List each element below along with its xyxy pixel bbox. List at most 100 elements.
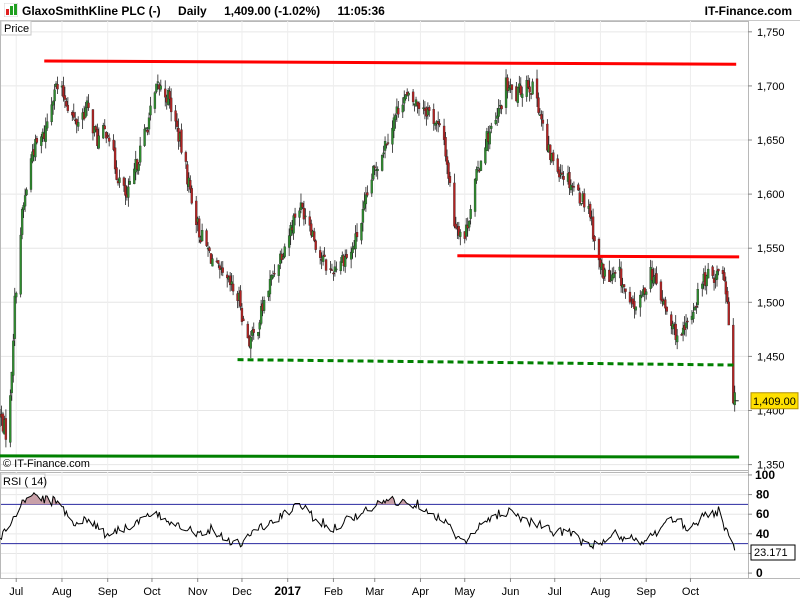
candle-body xyxy=(118,177,121,183)
candle-body xyxy=(84,107,87,118)
candle-body xyxy=(558,169,561,178)
candle-body xyxy=(674,323,677,340)
candle-body xyxy=(310,223,313,236)
candle-body xyxy=(696,289,699,305)
last-rsi-tag xyxy=(750,544,796,561)
candle-body xyxy=(494,120,497,124)
gridlines xyxy=(1,21,748,578)
quote-time: 11:05:36 xyxy=(337,4,385,18)
candle-body xyxy=(484,147,487,164)
candle-body xyxy=(108,137,111,142)
candle-body xyxy=(351,248,354,254)
candle-body xyxy=(693,307,697,311)
candle-body xyxy=(186,164,189,185)
candle-body xyxy=(231,283,235,292)
candle-body xyxy=(664,299,667,309)
candle-body xyxy=(321,255,325,262)
candle-body xyxy=(273,273,276,275)
candle-body xyxy=(56,84,59,90)
candle-body xyxy=(372,166,375,180)
candle-body xyxy=(645,291,648,295)
candle-body xyxy=(324,259,328,271)
candle-body xyxy=(345,254,348,258)
candle-body xyxy=(329,268,332,270)
candle-body xyxy=(468,220,471,228)
candle-body xyxy=(268,279,272,295)
candle-body xyxy=(593,236,596,242)
candle-body xyxy=(4,418,8,440)
candle-body xyxy=(282,256,285,259)
candle-body xyxy=(588,203,592,218)
candle-body xyxy=(504,77,508,108)
candle-body xyxy=(115,167,118,180)
candle-body xyxy=(380,154,384,171)
x-tick-label: Aug xyxy=(52,586,72,598)
candle-body xyxy=(723,272,726,281)
candle-body xyxy=(577,184,580,191)
candle-body xyxy=(469,209,472,219)
candle-body xyxy=(580,203,583,205)
candle-body xyxy=(519,85,522,95)
candle-body xyxy=(155,83,158,92)
candle-body xyxy=(137,163,140,171)
candle-body xyxy=(301,202,304,208)
candle-body xyxy=(66,104,70,111)
candle-body xyxy=(476,167,480,169)
last-rsi-tag-label: 23.171 xyxy=(754,547,788,559)
candle-body xyxy=(432,109,435,124)
candle-body xyxy=(628,291,632,303)
candle-body xyxy=(29,158,33,190)
candle-body xyxy=(383,141,387,151)
candle-body xyxy=(127,186,130,198)
candle-body xyxy=(63,95,67,100)
candle-body xyxy=(597,239,601,261)
candle-body xyxy=(397,108,400,115)
candle-body xyxy=(46,121,49,129)
candle-body xyxy=(164,88,167,98)
candle-body xyxy=(473,179,477,212)
candle-body xyxy=(159,85,162,90)
candle-body xyxy=(510,84,514,90)
candle-body xyxy=(330,269,334,271)
candle-body xyxy=(252,329,255,333)
candle-body xyxy=(25,189,28,196)
candle-body xyxy=(262,300,266,311)
candle-body xyxy=(652,276,655,284)
price-panel-label-box xyxy=(0,20,32,36)
candle-body xyxy=(733,392,736,406)
candle-body xyxy=(302,207,306,220)
candle-body xyxy=(394,115,397,120)
candle-body xyxy=(496,115,499,119)
candle-body xyxy=(156,81,160,83)
candle-body xyxy=(124,185,127,196)
candle-body xyxy=(313,231,316,241)
candle-body xyxy=(707,268,710,279)
candle-body xyxy=(361,208,365,223)
x-tick-label: Apr xyxy=(412,586,429,598)
candle-body xyxy=(633,300,636,309)
candle-body xyxy=(403,97,406,104)
candle-body xyxy=(200,230,204,242)
candle-body xyxy=(143,128,146,146)
candle-body xyxy=(612,273,615,278)
candle-body xyxy=(401,104,404,113)
candle-body xyxy=(684,322,688,328)
candle-body xyxy=(40,136,43,146)
it-finance-logo-icon xyxy=(4,3,18,17)
candle-body xyxy=(676,335,679,343)
candle-body xyxy=(308,216,311,226)
candle-body xyxy=(569,184,573,191)
price-y-tick-label: 1,450 xyxy=(757,351,785,363)
candle-body xyxy=(442,125,446,140)
candle-body xyxy=(488,131,491,145)
candle-body xyxy=(31,151,34,162)
candle-body xyxy=(20,209,24,235)
candle-body xyxy=(500,105,503,110)
candle-body xyxy=(382,152,385,155)
candle-body xyxy=(298,210,301,218)
candle-body xyxy=(15,292,18,298)
resistance-line xyxy=(44,59,737,66)
rsi-series xyxy=(0,492,736,551)
candle-body xyxy=(717,268,720,272)
candle-body xyxy=(391,127,394,145)
